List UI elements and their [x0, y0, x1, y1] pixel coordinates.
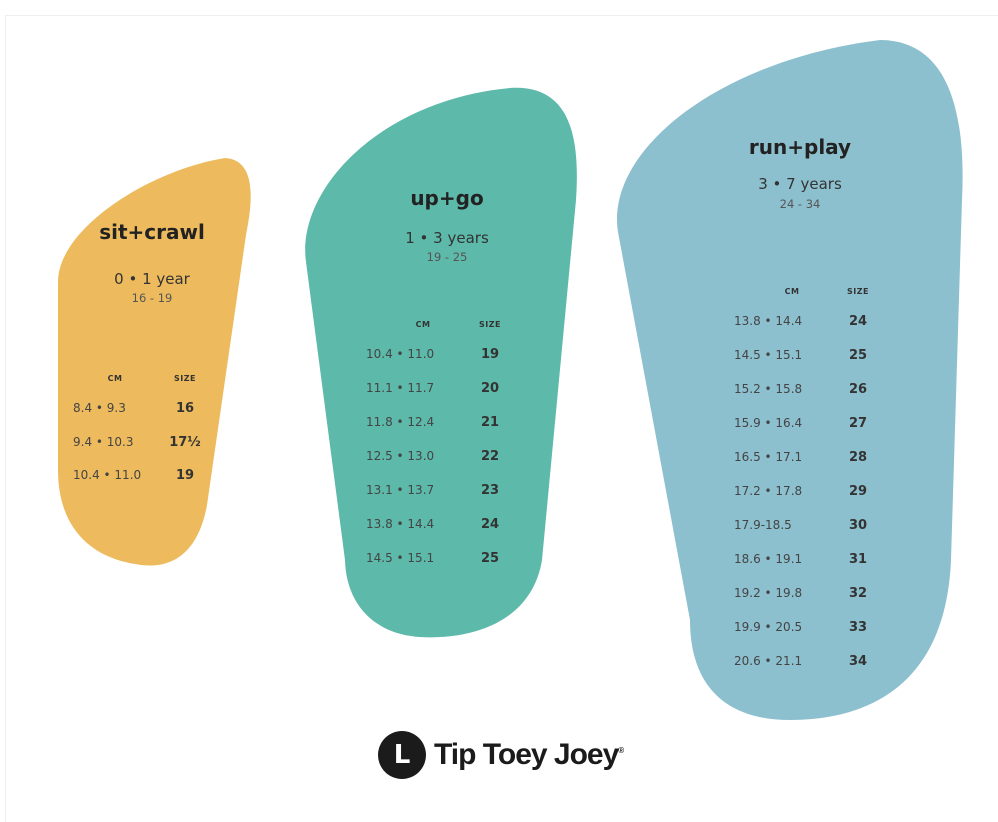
size-column-header: SIZE — [478, 320, 502, 329]
brand-logo: L Tip Toey Joey® — [378, 731, 624, 779]
size-cell: 22 — [480, 449, 500, 464]
size-cell: 21 — [480, 415, 500, 430]
logo-mark-icon: L — [378, 731, 426, 779]
size-cell: 24 — [848, 314, 868, 329]
cm-range-cell: 10.4 • 11.0 — [73, 468, 142, 482]
cm-range-cell: 16.5 • 17.1 — [734, 450, 803, 464]
sit-crawl-age-range: 0 • 1 year — [114, 270, 190, 288]
size-cell: 19 — [175, 468, 195, 483]
size-cell: 24 — [480, 517, 500, 532]
cm-range-cell: 13.1 • 13.7 — [366, 483, 435, 497]
cm-range-cell: 11.1 • 11.7 — [366, 381, 435, 395]
run-play-age-range: 3 • 7 years — [758, 175, 842, 193]
size-column-header: SIZE — [846, 287, 870, 296]
sit-crawl-title: sit+crawl — [99, 220, 205, 244]
cm-range-cell: 12.5 • 13.0 — [366, 449, 435, 463]
cm-range-cell: 19.2 • 19.8 — [734, 586, 803, 600]
cm-range-cell: 17.9-18.5 — [734, 518, 792, 532]
size-column-header: SIZE — [173, 374, 197, 383]
size-cell: 16 — [175, 401, 195, 416]
cm-range-cell: 17.2 • 17.8 — [734, 484, 803, 498]
size-cell: 33 — [848, 620, 868, 635]
size-cell: 20 — [480, 381, 500, 396]
up-go-title: up+go — [410, 186, 484, 210]
cm-range-cell: 14.5 • 15.1 — [366, 551, 435, 565]
size-cell: 23 — [480, 483, 500, 498]
cm-range-cell: 18.6 • 19.1 — [734, 552, 803, 566]
cm-range-cell: 15.9 • 16.4 — [734, 416, 803, 430]
cm-range-cell: 8.4 • 9.3 — [73, 401, 126, 415]
run-play-footprint — [616, 40, 963, 720]
up-go-age-range: 1 • 3 years — [405, 229, 489, 247]
size-cell: 27 — [848, 416, 868, 431]
size-cell: 31 — [848, 552, 868, 567]
size-cell: 30 — [848, 518, 868, 533]
cm-column-header: CM — [107, 374, 123, 383]
size-cell: 25 — [848, 348, 868, 363]
cm-column-header: CM — [415, 320, 431, 329]
cm-range-cell: 13.8 • 14.4 — [366, 517, 435, 531]
cm-range-cell: 10.4 • 11.0 — [366, 347, 435, 361]
size-cell: 19 — [480, 347, 500, 362]
cm-range-cell: 14.5 • 15.1 — [734, 348, 803, 362]
run-play-size-range: 24 - 34 — [779, 197, 821, 211]
up-go-footprint — [305, 87, 577, 638]
size-cell: 17½ — [169, 434, 201, 450]
cm-range-cell: 15.2 • 15.8 — [734, 382, 803, 396]
cm-range-cell: 11.8 • 12.4 — [366, 415, 435, 429]
cm-range-cell: 19.9 • 20.5 — [734, 620, 803, 634]
size-cell: 25 — [480, 551, 500, 566]
sit-crawl-footprint — [58, 158, 251, 566]
cm-column-header: CM — [784, 287, 800, 296]
size-cell: 26 — [848, 382, 868, 397]
cm-range-cell: 9.4 • 10.3 — [73, 434, 134, 449]
cm-range-cell: 20.6 • 21.1 — [734, 654, 803, 668]
brand-name: Tip Toey Joey® — [434, 738, 624, 771]
sit-crawl-size-range: 16 - 19 — [131, 291, 173, 305]
image-frame — [5, 15, 998, 822]
size-cell: 34 — [848, 654, 868, 669]
size-cell: 32 — [848, 586, 868, 601]
cm-range-cell: 13.8 • 14.4 — [734, 314, 803, 328]
size-cell: 29 — [848, 484, 868, 499]
up-go-size-range: 19 - 25 — [426, 250, 468, 264]
run-play-title: run+play — [748, 135, 852, 159]
size-cell: 28 — [848, 450, 868, 465]
